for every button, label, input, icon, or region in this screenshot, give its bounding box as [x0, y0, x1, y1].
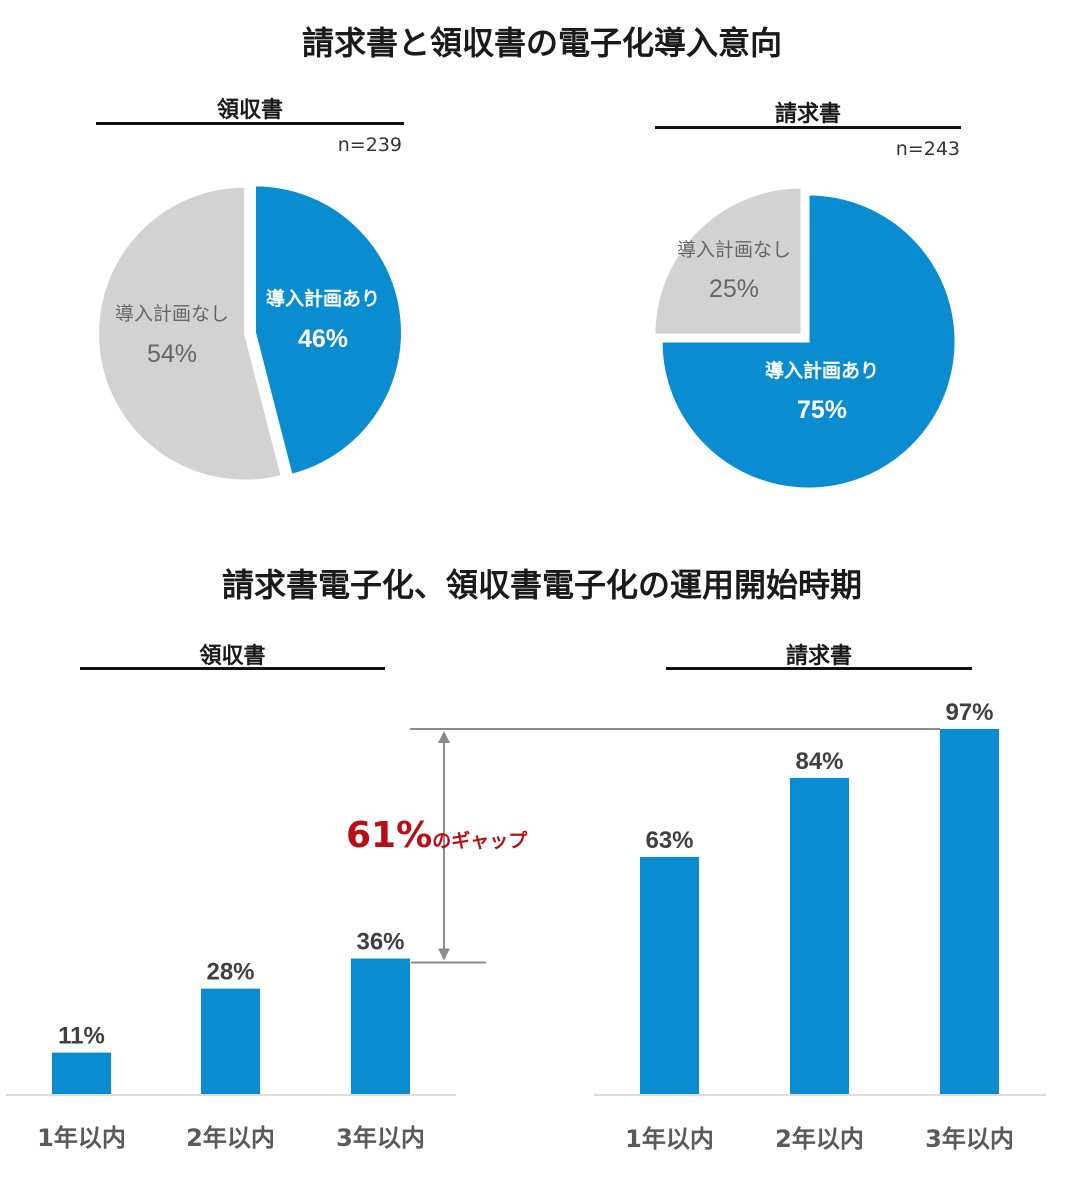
pie-0-slice-0 [253, 184, 403, 476]
pie-0-slice-1-label: 導入計画なし [115, 303, 229, 325]
bar-1-category-label-2: 3年以内 [925, 1125, 1014, 1153]
pie-1-slice-1 [653, 186, 803, 336]
bar-right-title-rule [666, 667, 972, 670]
bar-1-category-label-0: 1年以内 [625, 1125, 714, 1153]
bar-0-value-label-2: 36% [356, 929, 404, 956]
pie-0-slice-0-value: 46% [298, 325, 348, 353]
bar-0-category-label-1: 2年以内 [186, 1124, 275, 1152]
top-title: 請求書と領収書の電子化導入意向 [301, 24, 782, 62]
gap-label-suffix: のギャップ [432, 829, 528, 852]
bar-1-value-label-1: 84% [795, 748, 843, 775]
gap-arrow-head-up [438, 731, 450, 743]
pie-right-title: 請求書 [774, 102, 841, 127]
bar-1-value-label-2: 97% [945, 699, 993, 726]
bar-left-title: 領収書 [199, 644, 266, 669]
bar-0-category-label-0: 1年以内 [37, 1124, 126, 1152]
pie-1-slice-1-label: 導入計画なし [677, 239, 791, 261]
bar-1-bar-1 [790, 777, 849, 1094]
pie-right-title-rule [655, 126, 961, 129]
bar-0-bar-0 [52, 1052, 111, 1094]
pie-left-title-rule [96, 122, 404, 125]
bar-0-value-label-0: 11% [58, 1023, 105, 1050]
pie-left-title: 領収書 [216, 98, 283, 123]
bar-1-value-label-0: 63% [645, 827, 693, 854]
bar-1-bar-2 [940, 729, 999, 1094]
gap-label-percent: % [396, 815, 432, 856]
pie-1-slice-0-label: 導入計画あり [765, 359, 879, 382]
pie-right-n: n=243 [895, 138, 960, 160]
bar-left-title-rule [80, 667, 385, 670]
pie-left-n: n=239 [337, 134, 402, 156]
pie-1-slice-1-value: 25% [709, 275, 759, 303]
pie-0-slice-0-label: 導入計画あり [266, 287, 380, 310]
gap-label: 61%のギャップ [346, 815, 528, 856]
pie-0-slice-1-value: 54% [147, 340, 197, 368]
bar-0-bar-2 [351, 958, 410, 1094]
bar-0-category-label-2: 3年以内 [336, 1124, 425, 1152]
bar-0-value-label-1: 28% [206, 959, 254, 986]
bottom-title: 請求書電子化、領収書電子化の運用開始時期 [221, 566, 862, 604]
bar-right-title: 請求書 [785, 644, 852, 669]
pie-1-slice-0 [660, 193, 957, 490]
bar-1-category-label-1: 2年以内 [775, 1125, 864, 1153]
pie-0-slice-1 [97, 185, 283, 482]
bar-0-bar-1 [201, 988, 260, 1094]
gap-label-number: 61 [346, 815, 396, 856]
pie-1-slice-0-value: 75% [797, 396, 847, 424]
bar-1-bar-0 [640, 856, 699, 1094]
gap-arrow-head-down [438, 948, 450, 961]
